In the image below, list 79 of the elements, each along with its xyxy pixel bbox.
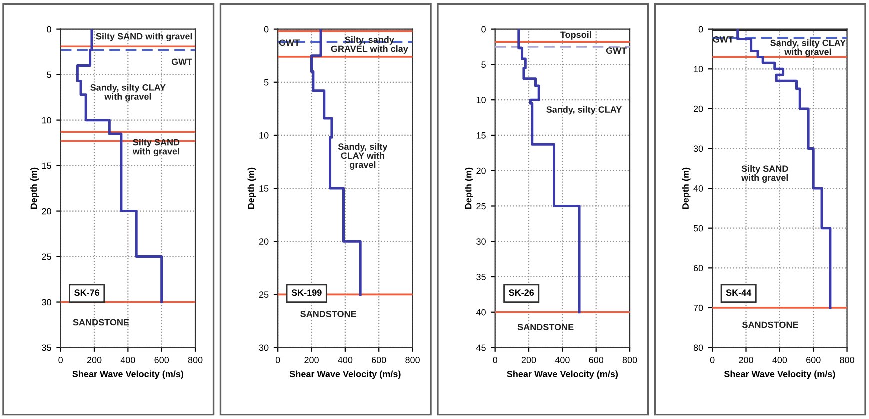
annotation: SANDSTONE	[742, 322, 798, 328]
x-tick-label: 200	[739, 357, 754, 364]
y-tick-label: 0	[264, 26, 269, 33]
x-tick-label: 800	[622, 357, 638, 364]
annotation: Sandy, silty CLAY with gravel	[770, 40, 846, 58]
annotation: Sandy, silty CLAY with gravel	[338, 143, 388, 170]
x-tick-label: 600	[806, 357, 821, 364]
y-tick-label: 15	[476, 132, 486, 139]
y-tick-label: 20	[476, 168, 486, 174]
annotation: Sandy, silty CLAY with gravel	[90, 84, 166, 102]
y-tick-label: 0	[47, 26, 52, 33]
x-tick-label: 800	[188, 357, 203, 364]
annotation: SK-76	[74, 290, 100, 296]
y-tick-label: 30	[476, 238, 486, 245]
x-axis-title: Shear Wave Velocity (m/s)	[507, 370, 618, 380]
x-tick-label: 600	[372, 357, 386, 364]
y-tick-label: 5	[47, 72, 52, 78]
annotation: Topsoil	[560, 31, 592, 40]
x-tick-label: 0	[58, 357, 63, 364]
y-tick-label: 10	[694, 66, 704, 72]
x-tick-label: 400	[772, 357, 788, 364]
y-tick-label: 25	[259, 292, 269, 298]
y-tick-label: 10	[260, 132, 269, 139]
annotation: SANDSTONE	[518, 324, 574, 330]
x-axis-title: Shear Wave Velocity (m/s)	[72, 370, 184, 380]
annotation: Silty SAND with gravel	[742, 165, 788, 183]
annotation: SANDSTONE	[73, 319, 130, 326]
y-tick-label: 25	[42, 254, 52, 260]
y-axis-title: Depth (m)	[30, 168, 39, 210]
x-tick-label: 400	[338, 357, 353, 364]
y-tick-label: 15	[42, 162, 52, 170]
x-tick-label: 0	[710, 357, 715, 364]
y-tick-label: 0	[698, 26, 704, 33]
y-axis-title: Depth (m)	[682, 168, 691, 210]
x-tick-label: 200	[304, 357, 319, 364]
y-tick-label: 10	[476, 97, 486, 104]
y-axis-title: Depth (m)	[248, 168, 256, 210]
y-tick-label: 25	[476, 203, 486, 210]
x-tick-label: 400	[555, 357, 570, 364]
x-tick-label: 200	[87, 357, 102, 364]
x-tick-label: 800	[406, 357, 420, 364]
annotation: Sandy, silty CLAY	[546, 106, 622, 115]
x-tick-label: 800	[840, 357, 854, 364]
y-tick-label: 60	[694, 265, 704, 272]
y-tick-label: 0	[482, 26, 486, 33]
x-tick-label: 600	[154, 357, 170, 364]
y-tick-label: 40	[476, 309, 486, 316]
y-tick-label: 70	[694, 304, 704, 312]
annotation: SK-199	[292, 290, 322, 296]
x-axis-title: Shear Wave Velocity (m/s)	[290, 370, 401, 380]
y-tick-label: 15	[260, 186, 269, 192]
annotation: Silty SAND with gravel	[96, 33, 192, 42]
x-tick-label: 0	[276, 357, 280, 364]
x-axis-title: Shear Wave Velocity (m/s)	[724, 370, 836, 380]
annotation: SANDSTONE	[300, 311, 356, 318]
y-tick-label: 10	[42, 117, 52, 124]
x-tick-label: 0	[493, 357, 498, 364]
y-tick-label: 50	[694, 225, 704, 232]
y-tick-label: 45	[476, 344, 486, 352]
x-tick-label: 400	[120, 357, 136, 364]
annotation: GWT	[172, 58, 192, 66]
annotation: SK-44	[726, 290, 752, 296]
annotation: GWT	[606, 48, 627, 54]
y-tick-label: 80	[694, 344, 704, 352]
y-tick-label: 30	[259, 344, 269, 352]
y-tick-label: 5	[482, 62, 486, 68]
y-tick-label: 35	[476, 274, 486, 280]
annotation: SK-26	[509, 290, 534, 296]
y-tick-label: 20	[694, 106, 704, 112]
y-tick-label: 35	[42, 344, 52, 352]
x-tick-label: 200	[522, 357, 536, 364]
y-tick-label: 20	[42, 208, 52, 215]
y-tick-label: 5	[264, 79, 269, 86]
y-tick-label: 20	[259, 238, 269, 245]
y-tick-label: 30	[42, 299, 52, 306]
y-axis-title: Depth (m)	[465, 168, 474, 210]
y-tick-label: 40	[694, 186, 704, 192]
y-tick-label: 30	[694, 146, 704, 152]
x-tick-label: 600	[589, 357, 604, 364]
